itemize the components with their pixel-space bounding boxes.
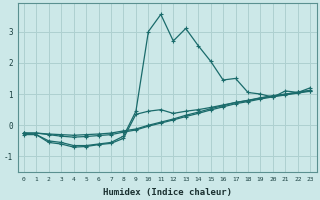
X-axis label: Humidex (Indice chaleur): Humidex (Indice chaleur) [102, 188, 232, 197]
